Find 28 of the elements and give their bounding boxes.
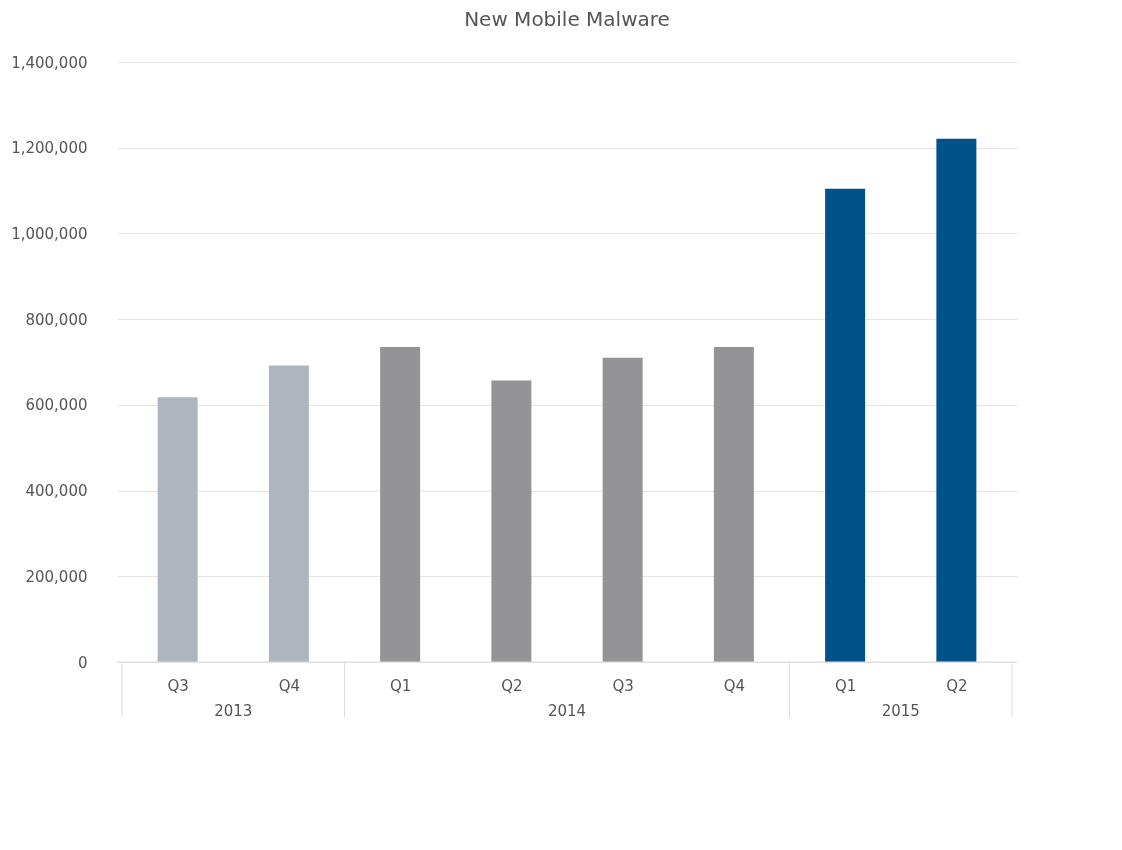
bar: [491, 380, 532, 662]
x-tick-label: Q4: [278, 676, 301, 695]
bar: [936, 138, 977, 662]
x-tick-label: Q3: [612, 676, 634, 695]
y-tick-label: 1,400,000: [11, 53, 88, 72]
x-tick-label: Q2: [946, 676, 968, 695]
x-tick-label: Q4: [723, 676, 746, 695]
text: 2014: [547, 702, 587, 720]
chart-title: New Mobile Malware: [464, 7, 670, 31]
x-tick-label: Q1: [834, 676, 857, 695]
text: 2015: [881, 702, 920, 720]
bar: [157, 397, 198, 662]
x-tick-label: Q1: [389, 676, 412, 695]
y-tick-label: 0: [77, 653, 88, 672]
y-tick-label: 1,200,000: [11, 139, 88, 158]
bar: [380, 347, 421, 662]
x-tick-label: Q2: [501, 676, 523, 695]
y-tick-label: 200,000: [25, 567, 88, 586]
bar: [713, 347, 754, 662]
y-tick-label: 800,000: [25, 310, 88, 329]
bar: [268, 365, 309, 662]
bar: [825, 188, 866, 662]
x-tick-label: Q3: [167, 676, 189, 695]
bar: [602, 357, 643, 662]
text: 2013: [214, 702, 253, 720]
y-tick-label: 400,000: [25, 482, 88, 501]
y-tick-label: 600,000: [25, 396, 88, 415]
y-tick-label: 1,000,000: [11, 224, 88, 243]
